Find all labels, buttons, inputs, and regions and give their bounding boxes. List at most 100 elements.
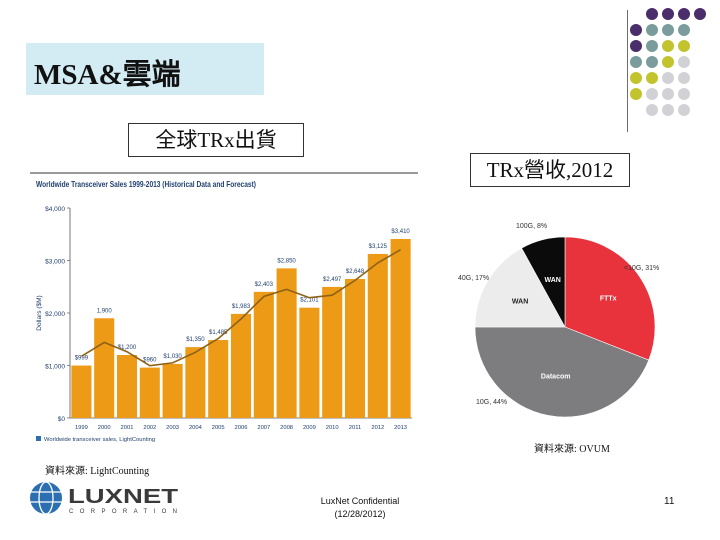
logo-subtitle: CORPORATION bbox=[69, 509, 177, 515]
bar-value-label: $1,983 bbox=[232, 304, 251, 310]
pie-slice-label: 10G, 44% bbox=[476, 399, 507, 406]
x-tick-label: 2008 bbox=[280, 425, 293, 431]
decorative-dot-grid bbox=[630, 8, 706, 116]
decorative-dot bbox=[630, 88, 642, 100]
bar bbox=[208, 340, 229, 418]
globe-meridian bbox=[38, 481, 54, 515]
decorative-dot bbox=[646, 88, 658, 100]
decorative-dot bbox=[630, 72, 642, 84]
chart-title: Worldwide Transceiver Sales 1999-2013 (H… bbox=[36, 179, 256, 189]
pie-slice-inner-label: FTTx bbox=[600, 296, 617, 303]
bar bbox=[116, 355, 138, 418]
decorative-dot bbox=[662, 104, 674, 116]
pie-slice-label: 100G, 8% bbox=[516, 223, 547, 230]
pie-slice bbox=[474, 247, 566, 328]
page-number: 11 bbox=[664, 496, 675, 507]
bar bbox=[185, 347, 206, 418]
bar-value-label: $2,497 bbox=[323, 277, 342, 283]
globe-body bbox=[30, 482, 62, 514]
pie-slice-inner-label: Datacom bbox=[541, 374, 571, 381]
bar bbox=[162, 363, 183, 418]
decorative-dot bbox=[646, 56, 658, 68]
globe-icon bbox=[30, 481, 62, 515]
bar-value-label: $960 bbox=[143, 358, 157, 364]
bar-value-label: $3,125 bbox=[369, 244, 388, 250]
pie-slice-inner-label: WAN bbox=[512, 298, 528, 305]
y-tick-label: $2,000 bbox=[45, 311, 65, 318]
logo-wordmark: LUXNET bbox=[68, 486, 178, 508]
x-tick-label: 2001 bbox=[121, 425, 134, 431]
decorative-dot bbox=[694, 8, 706, 20]
bar bbox=[299, 307, 320, 418]
decorative-dot bbox=[630, 24, 642, 36]
confidential-line: LuxNet Confidential bbox=[320, 496, 400, 506]
decorative-dot bbox=[678, 88, 690, 100]
x-tick-label: 2005 bbox=[212, 425, 225, 431]
revenue-label: TRx營收,2012 bbox=[470, 153, 630, 187]
slide-title: MSA&雲端 bbox=[34, 59, 181, 91]
x-tick-label: 2003 bbox=[166, 425, 179, 431]
decorative-dot bbox=[646, 40, 658, 52]
pie-slice-inner-label: WAN bbox=[545, 277, 561, 284]
x-tick-label: 2002 bbox=[143, 425, 156, 431]
decorative-dot bbox=[678, 8, 690, 20]
bar bbox=[390, 238, 411, 418]
x-tick-label: 2000 bbox=[98, 425, 111, 431]
decorative-dot bbox=[646, 104, 658, 116]
bar-value-label: $2,648 bbox=[346, 269, 365, 275]
bar-value-label: $2,101 bbox=[300, 298, 319, 304]
shipments-label: 全球TRx出貨 bbox=[128, 123, 304, 157]
pie-slice bbox=[564, 236, 656, 361]
pie-slice-label: 40G, 17% bbox=[458, 275, 489, 282]
legend-swatch bbox=[36, 436, 41, 441]
bar bbox=[322, 286, 343, 418]
bar-value-label: $1,200 bbox=[118, 345, 137, 351]
decorative-dot bbox=[678, 40, 690, 52]
confidential-date: (12/28/2012) bbox=[334, 509, 386, 519]
bar-value-label: $3,410 bbox=[391, 229, 410, 235]
x-tick-label: 2004 bbox=[189, 425, 203, 431]
y-tick-label: $3,000 bbox=[45, 259, 65, 266]
bar bbox=[230, 313, 252, 418]
x-tick-label: 2013 bbox=[394, 425, 407, 431]
x-tick-label: 2011 bbox=[349, 425, 361, 431]
decorative-dot bbox=[646, 8, 658, 20]
confidential-notice: LuxNet Confidential (12/28/2012) bbox=[300, 495, 420, 521]
decorative-dot bbox=[662, 56, 674, 68]
bar-value-label: $2,403 bbox=[255, 282, 274, 288]
decorative-dot bbox=[662, 40, 674, 52]
decorative-dot bbox=[678, 24, 690, 36]
decorative-dot bbox=[646, 24, 658, 36]
decorative-dot bbox=[678, 72, 690, 84]
bar bbox=[344, 278, 366, 418]
bar bbox=[94, 318, 115, 418]
bar bbox=[253, 291, 274, 418]
bar-value-label: $999 bbox=[75, 356, 89, 362]
decorative-dot bbox=[630, 40, 642, 52]
y-tick-label: $0 bbox=[58, 416, 66, 423]
trx-revenue-pie-chart: FTTx <10G, 31% Datacom 10G, 44% WAN 40G, 17% W… bbox=[458, 223, 659, 418]
y-tick-label: $1,000 bbox=[45, 364, 65, 371]
x-tick-label: 2009 bbox=[303, 425, 316, 431]
y-axis-label: Dollars ($M) bbox=[36, 295, 43, 330]
bar-value-label: $1,485 bbox=[209, 330, 228, 336]
pie-slice bbox=[474, 326, 650, 418]
decorative-dot bbox=[662, 24, 674, 36]
title-banner: MSA&雲端 bbox=[26, 43, 264, 95]
bar-value-label: $1,350 bbox=[186, 337, 205, 343]
decorative-dot bbox=[646, 72, 658, 84]
bar-value-label: $2,850 bbox=[277, 258, 296, 264]
legend-label: Worldwide transceiver sales, LightCounti… bbox=[44, 437, 155, 443]
decorative-divider-line bbox=[627, 10, 628, 132]
bar bbox=[71, 365, 92, 418]
x-tick-label: 2010 bbox=[326, 425, 339, 431]
source-lightcounting: 資料來源: LightCounting bbox=[45, 466, 150, 477]
bar bbox=[139, 367, 160, 418]
x-tick-label: 2012 bbox=[371, 425, 384, 431]
trend-line bbox=[80, 249, 402, 367]
bar bbox=[367, 253, 388, 418]
decorative-dot bbox=[662, 8, 674, 20]
pie-slice bbox=[521, 236, 566, 328]
decorative-dot bbox=[630, 56, 642, 68]
